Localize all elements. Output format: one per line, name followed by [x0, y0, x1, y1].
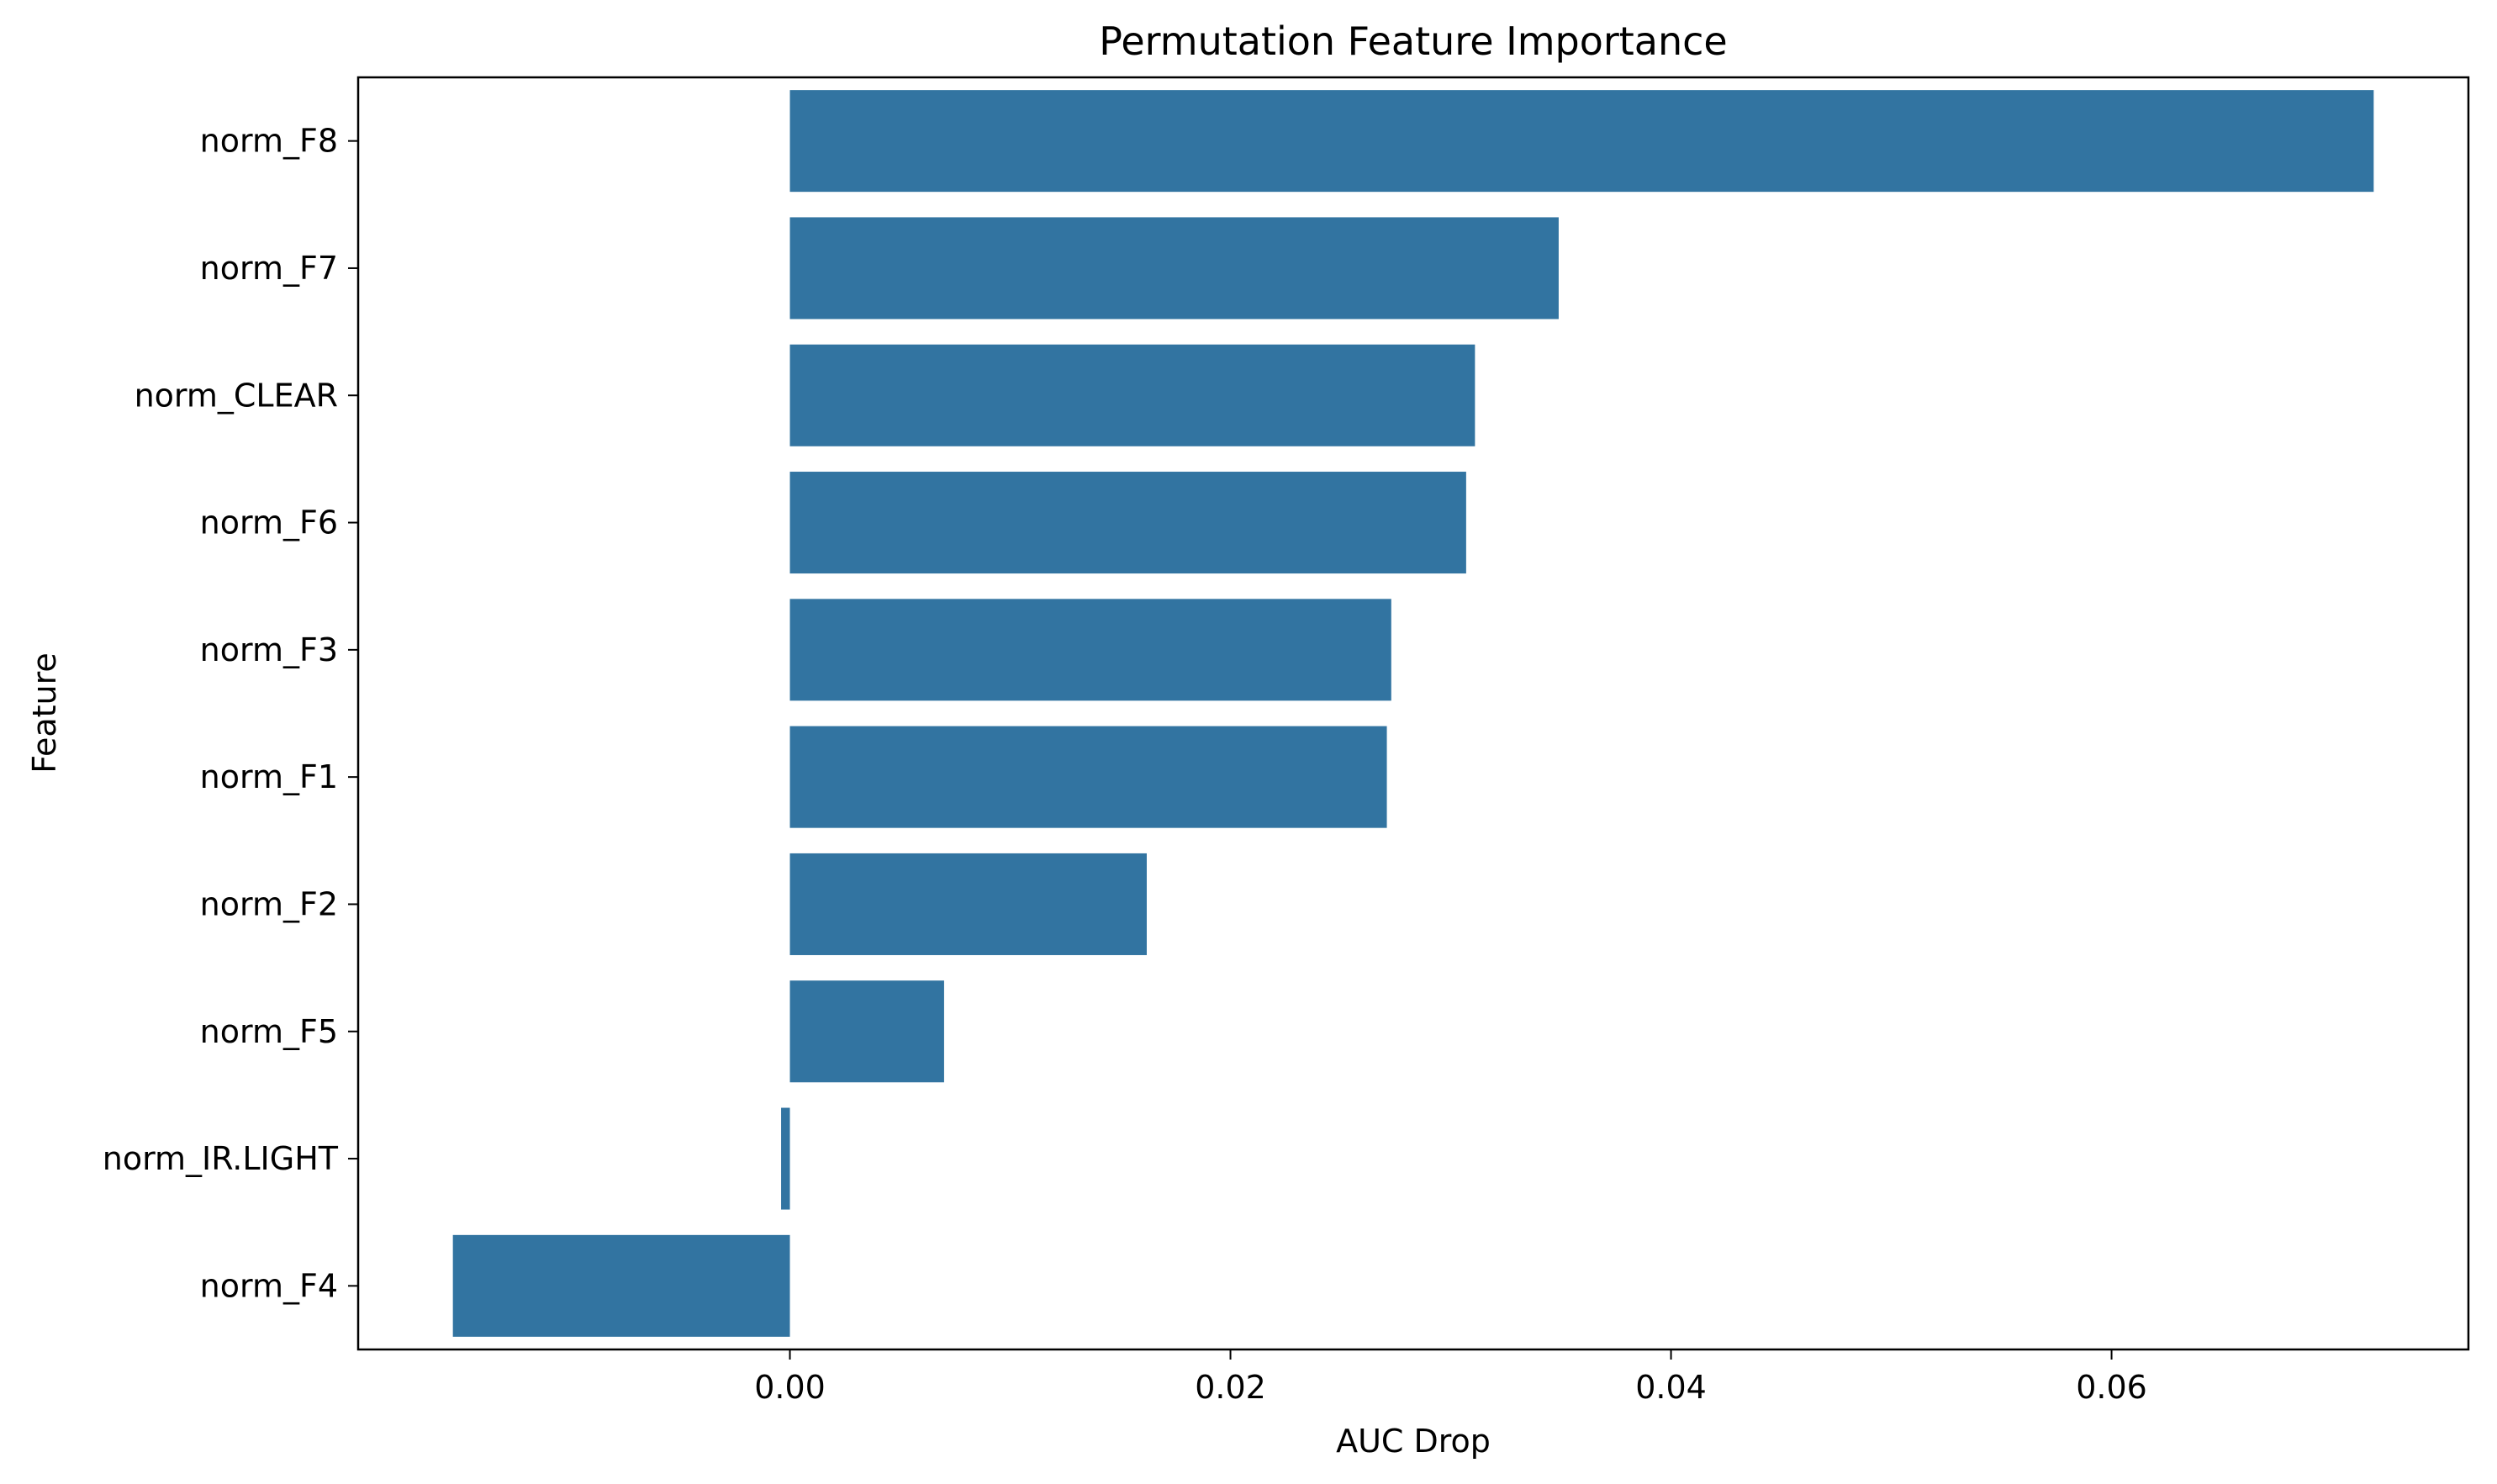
y-tick-label: norm_F7: [200, 250, 338, 287]
y-tick-label: norm_F4: [200, 1267, 338, 1304]
bar-norm-clear: [789, 344, 1476, 446]
y-tick-label: norm_F3: [200, 631, 338, 668]
y-tick-label: norm_F5: [200, 1013, 338, 1050]
x-tick-label: 0.04: [1635, 1369, 1707, 1406]
y-tick-label: norm_F2: [200, 885, 338, 922]
y-tick-label: norm_F6: [200, 504, 338, 541]
y-axis-ticks: norm_F8 norm_F7 norm_CLEAR norm_F6 norm_F3no…: [103, 123, 358, 1304]
x-axis-label: AUC Drop: [1336, 1423, 1491, 1460]
bars-group: [452, 90, 2374, 1337]
x-axis-ticks: 0.00 0.02 0.04 0.06: [754, 1349, 2147, 1406]
x-tick-label: 0.00: [754, 1369, 826, 1406]
y-tick-label: norm_IR.LIGHT: [103, 1140, 339, 1177]
bar-norm-f7: [789, 217, 1559, 320]
x-tick-label: 0.02: [1195, 1369, 1266, 1406]
chart-title: Permutation Feature Importance: [1099, 18, 1727, 64]
bar-norm-f2: [789, 853, 1147, 955]
bar-norm-ir-light: [781, 1107, 790, 1210]
bar-norm-f8: [789, 90, 2374, 193]
y-axis-label: Feature: [26, 652, 63, 774]
y-tick-label: norm_CLEAR: [135, 377, 338, 414]
plot-frame: [356, 76, 2470, 1351]
y-tick-label: norm_F8: [200, 123, 338, 160]
bar-norm-f4: [452, 1234, 790, 1337]
y-tick-label: norm_F1: [200, 758, 338, 795]
x-tick-label: 0.06: [2076, 1369, 2147, 1406]
bar-norm-f3: [789, 599, 1391, 701]
bar-norm-f1: [789, 726, 1387, 828]
bar-norm-f5: [789, 980, 944, 1083]
bar-norm-f6: [789, 472, 1466, 574]
